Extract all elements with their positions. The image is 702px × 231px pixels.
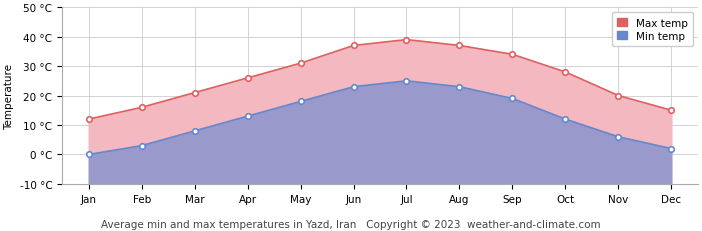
Y-axis label: Temperature: Temperature xyxy=(4,63,14,129)
Text: Average min and max temperatures in Yazd, Iran   Copyright © 2023  weather-and-c: Average min and max temperatures in Yazd… xyxy=(101,219,601,229)
Legend: Max temp, Min temp: Max temp, Min temp xyxy=(611,13,693,47)
